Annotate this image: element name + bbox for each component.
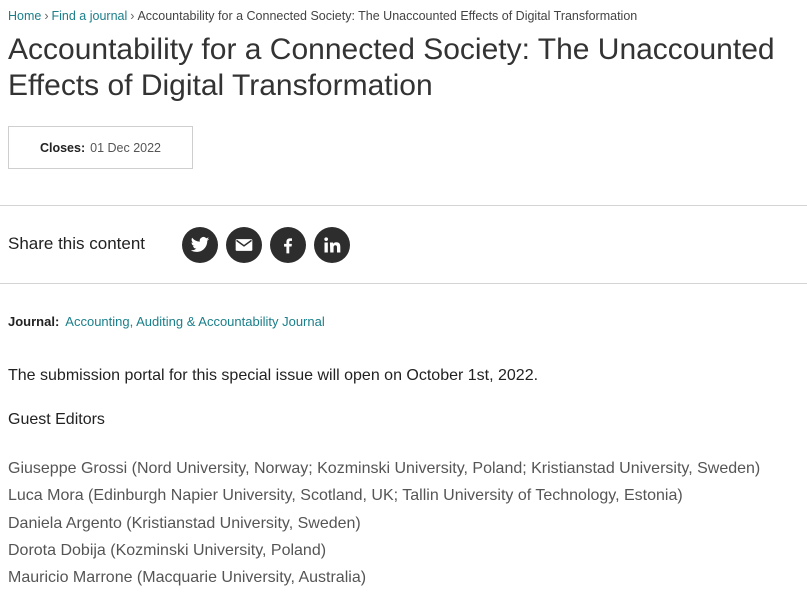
list-item: Luca Mora (Edinburgh Napier University, …	[8, 487, 683, 505]
divider	[0, 283, 807, 284]
divider	[0, 205, 807, 206]
breadcrumb-current: Accountability for a Connected Society: …	[137, 9, 638, 23]
breadcrumb-find-journal-link[interactable]: Find a journal	[51, 9, 128, 23]
journal-link[interactable]: Accounting, Auditing & Accountability Jo…	[65, 314, 325, 329]
linkedin-icon[interactable]	[314, 227, 350, 263]
closes-label: Closes:	[39, 140, 86, 155]
breadcrumb-separator: ›	[44, 9, 49, 23]
portal-notice: The submission portal for this special i…	[8, 367, 539, 384]
email-icon[interactable]	[226, 227, 262, 263]
list-item: Mauricio Marrone (Macquarie University, …	[8, 569, 367, 587]
share-label: Share this content	[8, 234, 146, 253]
breadcrumb-separator: ›	[130, 9, 135, 23]
journal-label: Journal:	[8, 314, 60, 329]
list-item: Giuseppe Grossi (Nord University, Norway…	[8, 460, 761, 477]
guest-editors-heading: Guest Editors	[8, 411, 105, 428]
breadcrumb: Home › Find a journal › Accountability for a…	[8, 9, 637, 23]
facebook-icon[interactable]	[270, 227, 306, 263]
closes-date: 01 Dec 2022	[90, 140, 162, 155]
list-item: Dorota Dobija (Kozminski University, Pol…	[8, 541, 327, 559]
breadcrumb-home-link[interactable]: Home	[8, 9, 42, 23]
page-title: Accountability for a Connected Society: …	[8, 33, 775, 102]
guest-editors-list: Giuseppe Grossi (Nord University, Norway…	[8, 455, 760, 591]
share-icons	[182, 227, 350, 263]
journal-line: Journal: Accounting, Auditing & Accountab…	[8, 314, 325, 329]
list-item: Daniela Argento (Kristianstad University…	[8, 514, 361, 532]
twitter-icon[interactable]	[182, 227, 218, 263]
closes-date-box: Closes: 01 Dec 2022	[8, 126, 193, 169]
